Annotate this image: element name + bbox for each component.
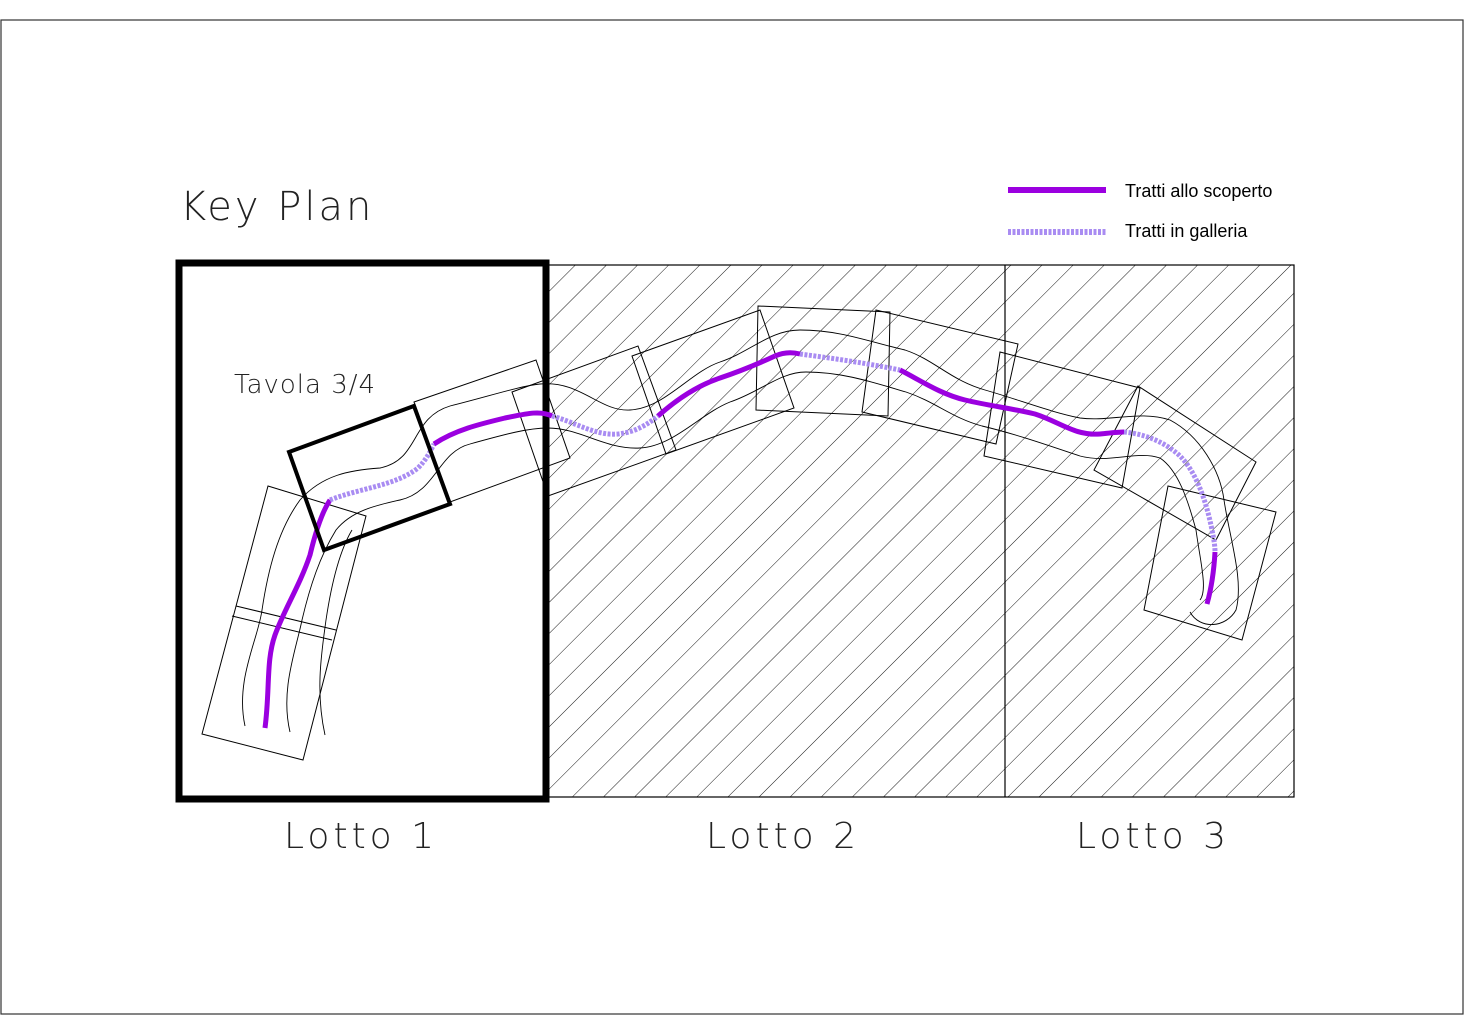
key-plan-title: Key Plan bbox=[180, 184, 374, 230]
corridor-boundaries bbox=[242, 329, 1239, 736]
legend-open-label: Tratti allo scoperto bbox=[1125, 181, 1272, 201]
route-open-segment-4 bbox=[773, 350, 801, 359]
legend-tunnel-label: Tratti in galleria bbox=[1125, 221, 1248, 241]
route-tunnel-segment-2 bbox=[551, 413, 660, 437]
lot-2-label: Lotto 2 bbox=[706, 816, 860, 857]
route-open-segment-3 bbox=[656, 353, 777, 418]
legend: Tratti allo scoperto Tratti in galleria bbox=[1008, 181, 1272, 241]
tavola-frame bbox=[286, 403, 453, 553]
route-open-segment-6 bbox=[1204, 551, 1218, 605]
route-tunnel-segment-3 bbox=[799, 351, 901, 373]
route-open-segment-5 bbox=[898, 367, 1125, 437]
route-tunnel-segment-4 bbox=[1123, 429, 1218, 553]
lot-3-label: Lotto 3 bbox=[1076, 816, 1230, 857]
route-open-segment-2 bbox=[432, 410, 554, 447]
sheet-border bbox=[0, 19, 1464, 1015]
lot-1-label: Lotto 1 bbox=[284, 816, 438, 857]
lot-2-3-area bbox=[545, 264, 1295, 798]
sheet-boxes bbox=[201, 305, 1277, 761]
tavola-label: Tavola 3/4 bbox=[234, 370, 376, 400]
